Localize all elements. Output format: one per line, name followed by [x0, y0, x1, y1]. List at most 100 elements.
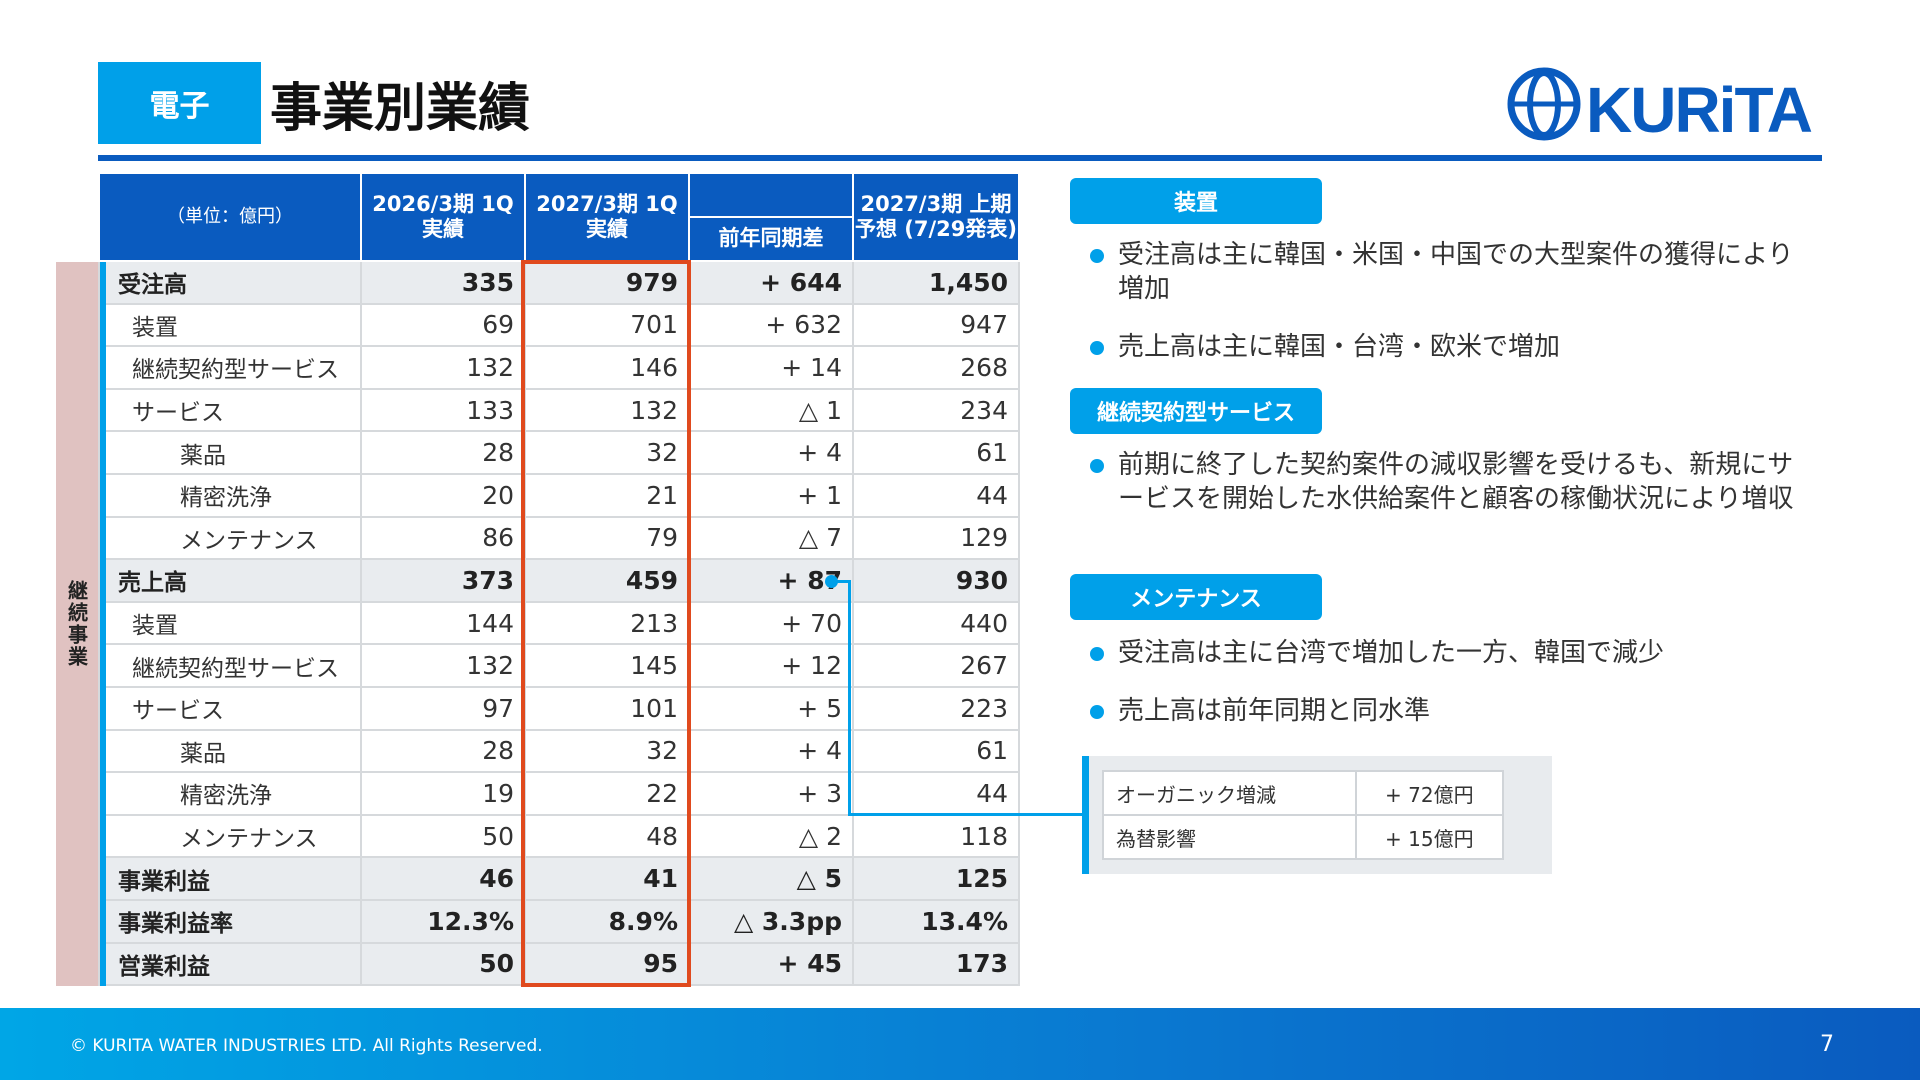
- header-curr-1q: 2027/3期 1Q実績: [524, 172, 690, 262]
- cell-v4: 61: [852, 430, 1020, 475]
- header-yoy-diff: 前年同期差: [688, 216, 854, 262]
- row-label: メンテナンス: [98, 813, 362, 859]
- row-label: サービス: [98, 685, 362, 731]
- cell-v2: 48: [524, 813, 690, 859]
- cell-v1: 86: [360, 515, 526, 561]
- bullet-dot-icon: [1090, 705, 1104, 719]
- cell-v3: △ 5: [688, 856, 854, 901]
- table-row: 装置 144 213 + 70 440: [98, 600, 1020, 646]
- row-label: メンテナンス: [98, 515, 362, 561]
- cell-v4: 129: [852, 515, 1020, 561]
- bullet-dot-icon: [1090, 647, 1104, 661]
- cell-v4: 1,450: [852, 260, 1020, 305]
- cell-v2: 213: [524, 600, 690, 646]
- cell-v2: 101: [524, 685, 690, 731]
- cell-v2: 132: [524, 387, 690, 433]
- bullet-dot-icon: [1090, 459, 1104, 473]
- cell-v3: + 3: [688, 771, 854, 816]
- connector-line: [848, 580, 851, 815]
- footer-band: [0, 1008, 1920, 1080]
- kurita-logo: KURiTA: [1507, 67, 1814, 142]
- cell-v2: 32: [524, 430, 690, 475]
- breakdown-value: + 72億円: [1354, 770, 1505, 816]
- table-row: サービス 97 101 + 5 223: [98, 685, 1020, 731]
- row-label: 装置: [98, 302, 362, 348]
- row-label: 精密洗浄: [98, 472, 362, 518]
- table-row: 売上高 373 459 + 87 930: [98, 558, 1020, 603]
- cell-v4: 267: [852, 643, 1020, 688]
- page-number: 7: [1820, 1032, 1834, 1057]
- page-title: 事業別業績: [270, 78, 531, 139]
- cell-v4: 125: [852, 856, 1020, 901]
- cell-v4: 440: [852, 600, 1020, 646]
- table-row: 為替影響 + 15億円: [1102, 814, 1505, 860]
- cell-v2: 95: [524, 941, 690, 987]
- bullet-item: 受注高は主に韓国・米国・中国での大型案件の獲得により増加: [1090, 238, 1810, 306]
- current-period-highlight: [521, 260, 691, 987]
- table-row: 薬品 28 32 + 4 61: [98, 430, 1020, 475]
- table-row: 精密洗浄 19 22 + 3 44: [98, 771, 1020, 816]
- cell-v1: 373: [360, 558, 526, 603]
- cell-v4: 118: [852, 813, 1020, 859]
- cell-v4: 947: [852, 302, 1020, 348]
- cell-v2: 8.9%: [524, 898, 690, 944]
- segment-results-table: （単位：億円） 2026/3期 1Q実績 2027/3期 1Q実績 2027/3…: [98, 172, 1020, 987]
- cell-v3: + 644: [688, 260, 854, 305]
- cell-v1: 133: [360, 387, 526, 433]
- row-label: 売上高: [98, 558, 362, 603]
- table-row: 事業利益率 12.3% 8.9% △ 3.3pp 13.4%: [98, 898, 1020, 944]
- table-row: 事業利益 46 41 △ 5 125: [98, 856, 1020, 901]
- cell-v3: + 4: [688, 430, 854, 475]
- cell-v2: 701: [524, 302, 690, 348]
- header-rule: [98, 155, 1822, 161]
- cell-v3: + 12: [688, 643, 854, 688]
- table-row: 継続契約型サービス 132 145 + 12 267: [98, 643, 1020, 688]
- table-row: サービス 133 132 △ 1 234: [98, 387, 1020, 433]
- row-label: サービス: [98, 387, 362, 433]
- cell-v3: △ 3.3pp: [688, 898, 854, 944]
- table-row: 装置 69 701 + 632 947: [98, 302, 1020, 348]
- inset-accent-bar: [1082, 756, 1089, 874]
- row-label: 継続契約型サービス: [98, 345, 362, 390]
- connector-line: [848, 813, 1084, 816]
- table-row: オーガニック増減 + 72億円: [1102, 770, 1505, 816]
- cell-v4: 930: [852, 558, 1020, 603]
- cell-v3: + 70: [688, 600, 854, 646]
- connector-dot-icon: [825, 575, 838, 588]
- row-label: 薬品: [98, 728, 362, 774]
- bullet-item: 売上高は前年同期と同水準: [1090, 694, 1810, 728]
- cell-v2: 22: [524, 771, 690, 816]
- cell-v1: 69: [360, 302, 526, 348]
- row-label: 薬品: [98, 430, 362, 475]
- breakdown-label: 為替影響: [1102, 814, 1357, 860]
- cell-v1: 50: [360, 941, 526, 987]
- breakdown-label: オーガニック増減: [1102, 770, 1357, 816]
- cell-v1: 132: [360, 345, 526, 390]
- row-label: 継続契約型サービス: [98, 643, 362, 688]
- cell-v4: 234: [852, 387, 1020, 433]
- copyright: © KURITA WATER INDUSTRIES LTD. All Right…: [70, 1036, 543, 1056]
- cell-v1: 97: [360, 685, 526, 731]
- cell-v3: + 45: [688, 941, 854, 987]
- cell-v4: 13.4%: [852, 898, 1020, 944]
- category-tag: 電子: [98, 62, 261, 144]
- cell-v1: 19: [360, 771, 526, 816]
- section-equipment-title: 装置: [1070, 178, 1322, 224]
- cell-v4: 223: [852, 685, 1020, 731]
- cell-v3: + 5: [688, 685, 854, 731]
- side-accent-bar: [100, 262, 106, 986]
- cell-v1: 335: [360, 260, 526, 305]
- cell-v4: 44: [852, 472, 1020, 518]
- cell-v3: + 632: [688, 302, 854, 348]
- cell-v2: 145: [524, 643, 690, 688]
- cell-v2: 146: [524, 345, 690, 390]
- cell-v3: + 4: [688, 728, 854, 774]
- cell-v3: △ 1: [688, 387, 854, 433]
- row-label: 精密洗浄: [98, 771, 362, 816]
- table-row: 精密洗浄 20 21 + 1 44: [98, 472, 1020, 518]
- header-prev-1q: 2026/3期 1Q実績: [360, 172, 526, 262]
- row-label: 営業利益: [98, 941, 362, 987]
- header-blank: [688, 172, 854, 218]
- header-forecast: 2027/3期 上期予想 (7/29発表): [852, 172, 1020, 262]
- breakdown-table: オーガニック増減 + 72億円 為替影響 + 15億円: [1102, 770, 1505, 860]
